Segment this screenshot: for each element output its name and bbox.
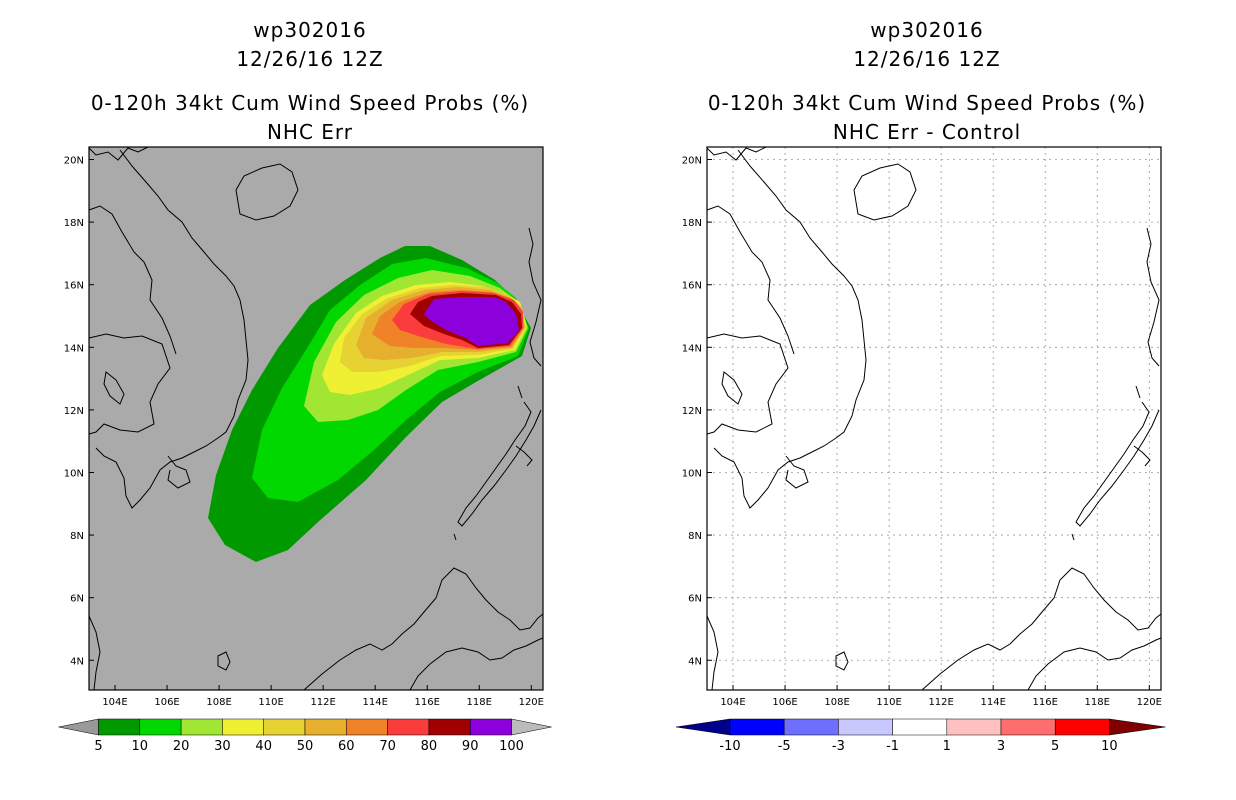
colorbar-box [346, 718, 388, 736]
lat-tick-label: 8N [70, 531, 84, 542]
lon-tick-label: 114E [980, 697, 1005, 708]
colorbar-label: 60 [338, 739, 355, 754]
colorbar-box [428, 718, 471, 736]
lon-tick-label: 114E [362, 697, 387, 708]
left-title-line2: 12/26/16 12Z [236, 47, 384, 71]
probability-swath [208, 246, 531, 562]
colorbar-label: 20 [173, 739, 190, 754]
right-title-line4: NHC Err - Control [832, 120, 1022, 144]
lat-tick-label: 18N [682, 218, 702, 229]
lon-tick-label: 118E [467, 697, 492, 708]
colorbar-box [222, 718, 264, 736]
lat-tick-label: 12N [682, 406, 702, 417]
lon-tick-label: 120E [1137, 697, 1162, 708]
left-title-line3: 0-120h 34kt Cum Wind Speed Probs (%) [90, 91, 530, 115]
lon-tick-label: 110E [876, 697, 901, 708]
left-title-line1: wp302016 [253, 18, 367, 42]
colorbar-label: -1 [886, 739, 899, 754]
coastlines [706, 146, 1162, 691]
lon-tick-label: 110E [258, 697, 283, 708]
colorbar-label: 40 [255, 739, 272, 754]
left-probability-map: 104E 106E 108E 110E 112E 114E 116E 118E 120E 20N 1… [64, 146, 544, 708]
lat-tick-label: 18N [64, 218, 84, 229]
left-colorbar: 5 10 20 30 40 50 60 70 80 90 100 [58, 718, 552, 754]
lon-tick-label: 116E [1033, 697, 1058, 708]
right-title-line1: wp302016 [870, 18, 984, 42]
lon-tick-label: 104E [102, 697, 127, 708]
colorbar-box [139, 718, 182, 736]
colorbar-label: 5 [1051, 739, 1059, 754]
right-axes: 104E 106E 108E 110E 112E 114E 116E 118E 120E 20N 1… [682, 156, 1162, 708]
colorbar-label: 1 [943, 739, 951, 754]
colorbar-box [98, 718, 141, 736]
lat-tick-label: 6N [688, 594, 702, 605]
right-colorbar: -10 -5 -3 -1 1 3 5 10 [675, 718, 1166, 754]
right-map-frame [706, 146, 1162, 691]
left-map-frame [88, 146, 544, 691]
right-difference-map: 104E 106E 108E 110E 112E 114E 116E 118E 120E 20N 1… [682, 146, 1162, 708]
lon-tick-label: 112E [928, 697, 953, 708]
right-title-line2: 12/26/16 12Z [853, 47, 1001, 71]
coastlines [88, 146, 544, 691]
right-map-background [707, 147, 1161, 690]
colorbar-box [1054, 718, 1110, 736]
colorbar-under-triangle [58, 718, 99, 736]
left-title-line4: NHC Err [266, 120, 354, 144]
colorbar-box [783, 718, 839, 736]
left-axes: 104E 106E 108E 110E 112E 114E 116E 118E 120E 20N 1… [64, 156, 544, 708]
lon-tick-label: 112E [310, 697, 335, 708]
colorbar-box [946, 718, 1002, 736]
colorbar-label: -5 [778, 739, 791, 754]
lat-tick-label: 12N [64, 406, 84, 417]
lat-tick-label: 16N [682, 281, 702, 292]
lon-tick-label: 106E [772, 697, 797, 708]
lon-tick-label: 108E [824, 697, 849, 708]
lat-tick-label: 16N [64, 281, 84, 292]
colorbar-under-triangle [675, 718, 731, 736]
colorbar-label: 80 [421, 739, 438, 754]
colorbar-box [838, 718, 893, 736]
colorbar-box [1000, 718, 1056, 736]
colorbar-box [387, 718, 430, 736]
lat-tick-label: 10N [64, 468, 84, 479]
colorbar-box [892, 718, 948, 736]
lon-tick-label: 118E [1085, 697, 1110, 708]
lat-tick-label: 14N [64, 343, 84, 354]
right-gridlines [707, 147, 1161, 690]
colorbar-label: -10 [719, 739, 740, 754]
lon-tick-label: 104E [720, 697, 745, 708]
colorbar-label: 10 [1101, 739, 1118, 754]
lat-tick-label: 20N [682, 156, 702, 167]
right-title-line3: 0-120h 34kt Cum Wind Speed Probs (%) [707, 91, 1147, 115]
colorbar-box [180, 718, 223, 736]
colorbar-label: 3 [997, 739, 1005, 754]
colorbar-over-triangle [1109, 718, 1166, 736]
colorbar-box [469, 718, 512, 736]
colorbar-over-triangle [511, 718, 552, 736]
lon-tick-label: 120E [519, 697, 544, 708]
lat-tick-label: 8N [688, 531, 702, 542]
colorbar-label: 10 [132, 739, 149, 754]
colorbar-label: 70 [379, 739, 396, 754]
colorbar-box [263, 718, 306, 736]
colorbar-label: 100 [499, 739, 524, 754]
lon-tick-label: 116E [415, 697, 440, 708]
lat-tick-label: 10N [682, 468, 702, 479]
lat-tick-label: 14N [682, 343, 702, 354]
colorbar-box [729, 718, 785, 736]
colorbar-label: 30 [214, 739, 231, 754]
lon-tick-label: 108E [206, 697, 231, 708]
colorbar-box [304, 718, 347, 736]
colorbar-label: 90 [462, 739, 479, 754]
colorbar-label: -3 [832, 739, 845, 754]
colorbar-label: 5 [94, 739, 102, 754]
colorbar-label: 50 [297, 739, 314, 754]
lat-tick-label: 6N [70, 594, 84, 605]
contour-90 [424, 297, 519, 346]
lat-tick-label: 4N [688, 656, 702, 667]
lat-tick-label: 20N [64, 156, 84, 167]
lat-tick-label: 4N [70, 656, 84, 667]
lon-tick-label: 106E [154, 697, 179, 708]
